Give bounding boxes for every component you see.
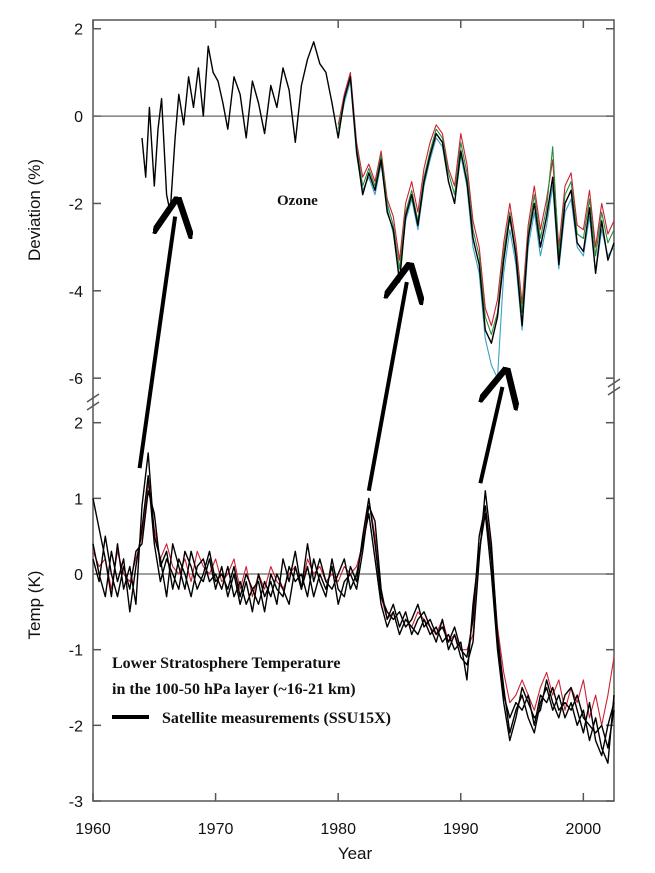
x-tick-label: 1960 <box>75 821 111 838</box>
ozone-series-line-2 <box>337 80 615 379</box>
x-tick-label: 1990 <box>443 821 479 838</box>
temperature-y-tick-label: 0 <box>74 567 83 584</box>
ozone-series-line-3 <box>337 76 615 336</box>
x-tick-label: 1970 <box>198 821 234 838</box>
temperature-panel: 2 1 0 -1 -2 -3 1960 1970 1980 1990 2000 <box>69 20 615 838</box>
temperature-y-tick-label: 2 <box>74 416 83 433</box>
temperature-y-tick-label: 1 <box>74 491 83 508</box>
temperature-series-line-1 <box>92 490 615 749</box>
ozone-y-tick-label: 0 <box>74 109 83 126</box>
ozone-panel: 2 0 -2 -4 -6 <box>69 22 615 388</box>
axis-break-left <box>86 393 100 411</box>
x-tick-label: 2000 <box>566 821 602 838</box>
correlation-arrow-1 <box>366 282 407 492</box>
plot-frame <box>92 19 615 802</box>
top-y-axis-title: Deviation (%) <box>25 159 44 261</box>
x-axis-title: Year <box>338 844 373 863</box>
ozone-y-tick-label: 2 <box>74 22 83 39</box>
temperature-description-line-1: Lower Stratosphere Temperature <box>112 655 340 672</box>
temperature-series-line-2 <box>92 475 615 757</box>
correlation-arrow-2 <box>478 387 502 484</box>
ozone-y-tick-label: -2 <box>69 196 83 213</box>
temperature-y-tick-label: -1 <box>69 643 83 660</box>
ozone-label: Ozone <box>277 193 318 209</box>
bottom-y-axis-title: Temp (K) <box>25 571 44 640</box>
ozone-y-tick-label: -6 <box>69 371 83 388</box>
correlation-arrows <box>137 217 503 492</box>
x-tick-label: 1980 <box>320 821 356 838</box>
ozone-series-line-0 <box>141 41 615 344</box>
temperature-description-line-2: in the 100-50 hPa layer (~16-21 km) <box>112 681 356 698</box>
correlation-arrow-0 <box>137 217 176 469</box>
legend-label: Satellite measurements (SSU15X) <box>162 710 391 727</box>
temperature-y-tick-label: -3 <box>69 794 83 811</box>
temperature-y-tick-label: -2 <box>69 718 83 735</box>
ozone-y-tick-label: -4 <box>69 284 83 301</box>
axis-break-right <box>607 378 621 396</box>
